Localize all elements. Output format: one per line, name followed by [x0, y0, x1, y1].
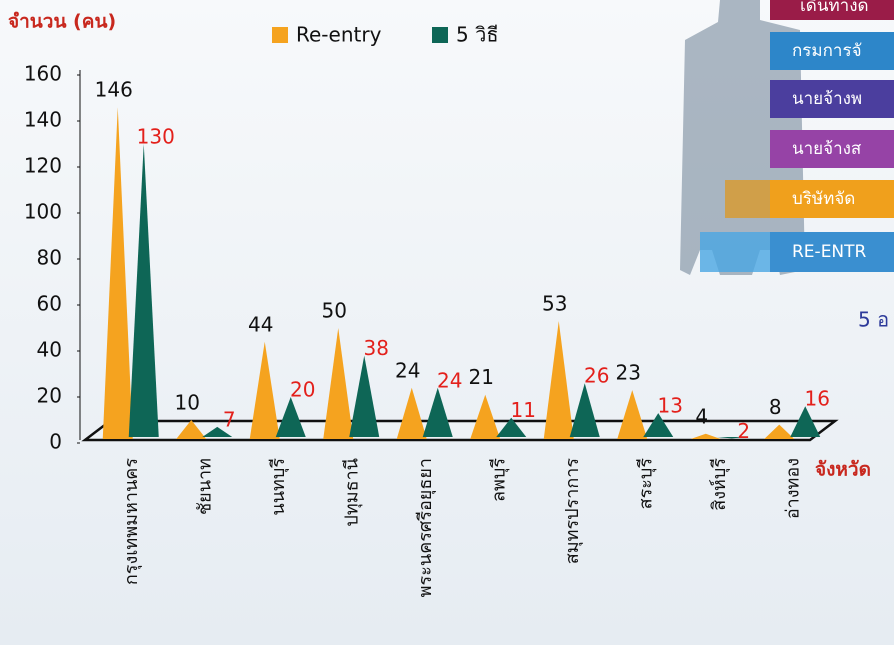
value-label: 2 [737, 419, 750, 443]
value-label: 44 [248, 312, 273, 336]
value-label: 24 [395, 358, 420, 382]
x-tick-label: ชัยนาท [194, 458, 215, 515]
y-tick-label: 40 [37, 338, 62, 362]
chart: เดินทางด กรมการจั นายจ้างพ นายจ้างส บริษ… [0, 0, 894, 645]
y-tick-label: 100 [24, 200, 62, 224]
y-tick-label: 160 [24, 62, 62, 86]
value-label: 16 [805, 387, 830, 411]
y-tick-label: 140 [24, 108, 62, 132]
value-label: 13 [658, 394, 683, 418]
x-tick-label: กรุงเทพมหานคร [121, 458, 142, 585]
y-axis-title: จำนวน (คน) [8, 11, 116, 33]
value-label: 21 [469, 365, 494, 389]
value-label: 146 [95, 78, 133, 102]
x-tick-label: ปทุมธานี [341, 458, 362, 527]
panel-caption: 5 อ [858, 308, 889, 332]
legend-label: Re-entry [296, 23, 382, 47]
panel-item: เดินทางด [800, 0, 869, 16]
panel-item: กรมการจั [792, 41, 862, 61]
value-label: 23 [616, 361, 641, 385]
x-tick-label: สมุทรปราการ [562, 458, 583, 565]
y-tick-label: 0 [49, 430, 62, 454]
panel-item: นายจ้างพ [792, 89, 862, 109]
value-label: 11 [511, 398, 536, 422]
y-tick-label: 80 [37, 246, 62, 270]
value-label: 50 [322, 299, 347, 323]
y-tick-label: 120 [24, 154, 62, 178]
x-tick-label: พระนครศรีอยุธยา [415, 458, 436, 597]
value-label: 53 [542, 292, 567, 316]
panel-item: นายจ้างส [792, 139, 862, 159]
x-tick-label: นนทบุรี [268, 458, 289, 516]
legend-swatch [272, 27, 288, 43]
value-label: 4 [695, 404, 708, 428]
value-label: 10 [175, 391, 200, 415]
panel-item: บริษัทจัด [792, 189, 855, 209]
x-tick-label: ลพบุรี [488, 458, 509, 502]
x-axis-title: จังหวัด [815, 459, 871, 481]
x-tick-label: สิงห์บุรี [709, 458, 730, 511]
legend-swatch [432, 27, 448, 43]
value-label: 20 [290, 378, 315, 402]
value-label: 130 [137, 125, 175, 149]
value-label: 8 [769, 395, 782, 419]
value-label: 7 [223, 407, 236, 431]
value-label: 26 [584, 364, 609, 388]
y-tick-label: 60 [37, 292, 62, 316]
panel-item: RE-ENTR [792, 242, 867, 262]
x-tick-label: อ่างทอง [782, 458, 803, 519]
page: เดินทางด กรมการจั นายจ้างพ นายจ้างส บริษ… [0, 0, 894, 645]
legend-label: 5 วิธี [456, 23, 499, 47]
x-tick-label: สระบุรี [635, 458, 656, 510]
value-label: 38 [364, 336, 389, 360]
y-tick-label: 20 [37, 384, 62, 408]
value-label: 24 [437, 368, 462, 392]
